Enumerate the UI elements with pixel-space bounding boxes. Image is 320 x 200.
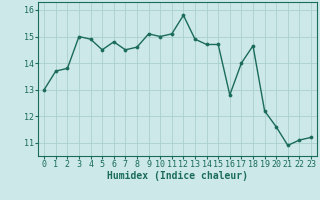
X-axis label: Humidex (Indice chaleur): Humidex (Indice chaleur) bbox=[107, 171, 248, 181]
